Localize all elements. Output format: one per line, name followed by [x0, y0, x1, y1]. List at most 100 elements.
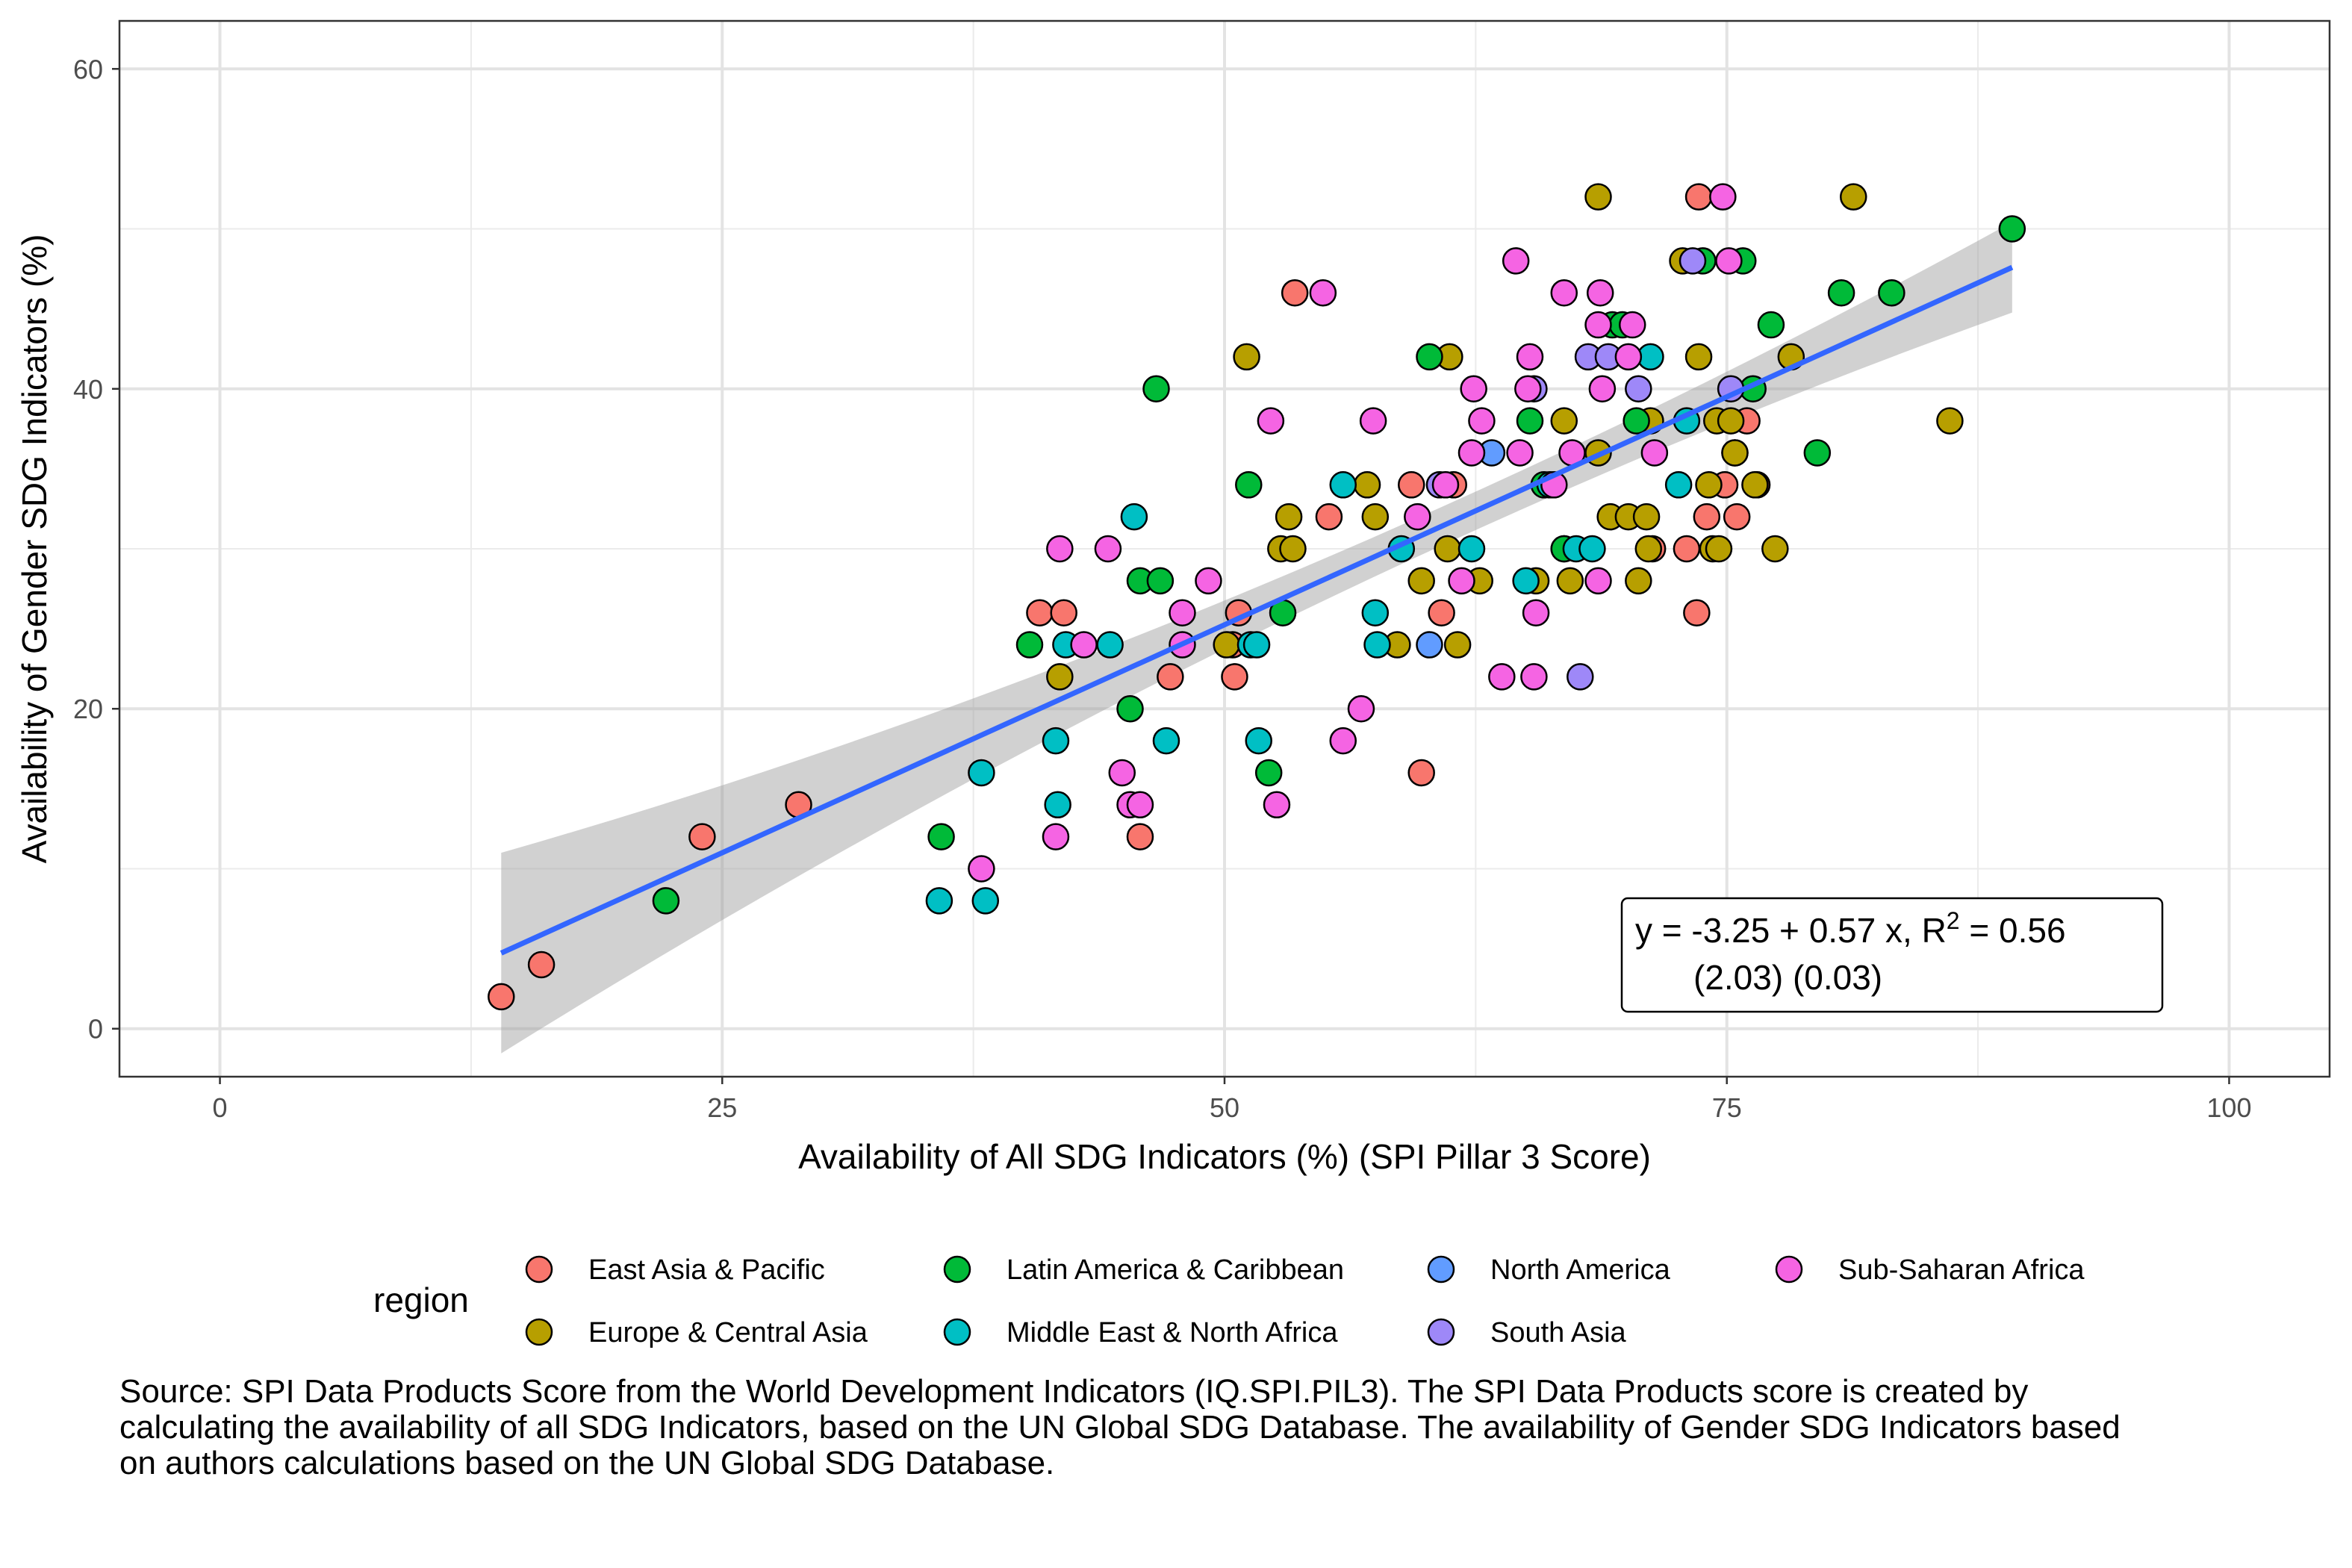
data-point [1120, 503, 1148, 531]
data-point [1315, 503, 1343, 531]
data-point [1520, 663, 1548, 691]
data-point [1567, 663, 1594, 691]
data-point [1329, 727, 1357, 755]
legend-label: Sub-Saharan Africa [1838, 1254, 2085, 1286]
data-point [1584, 567, 1612, 595]
data-point [1254, 759, 1283, 787]
legend-item: Middle East & North Africa [943, 1317, 1338, 1348]
data-point [1235, 471, 1263, 499]
data-point [1245, 727, 1272, 755]
data-point [1096, 631, 1124, 659]
data-point [1142, 375, 1170, 403]
data-point [1457, 439, 1486, 467]
data-point [1279, 535, 1307, 563]
data-point [1584, 183, 1612, 211]
legend-key [943, 1318, 971, 1346]
data-point [1468, 407, 1496, 435]
y-tick-label: 60 [73, 54, 103, 84]
data-point [688, 823, 716, 850]
data-point [1550, 407, 1578, 435]
data-point [1715, 247, 1743, 275]
data-point [971, 887, 1000, 915]
data-point [1042, 823, 1070, 850]
legend-item: Latin America & Caribbean [943, 1254, 1344, 1286]
data-point [1614, 343, 1643, 371]
legend-key [1427, 1318, 1455, 1346]
data-point [1157, 663, 1184, 691]
data-point [1042, 727, 1070, 755]
legend-label: Europe & Central Asia [588, 1317, 868, 1348]
data-point [1050, 599, 1077, 626]
data-point [1741, 471, 1769, 499]
data-point [968, 855, 995, 883]
x-tick-label: 75 [1712, 1092, 1742, 1123]
legend-key [525, 1255, 553, 1284]
data-point [1522, 599, 1550, 626]
data-point [488, 983, 515, 1011]
data-point [1998, 215, 2026, 243]
legend-label: South Asia [1490, 1317, 1627, 1348]
y-tick-label: 20 [73, 694, 103, 724]
data-point [1416, 631, 1443, 659]
legend-items: East Asia & Pacific Europe & Central Asia… [525, 1254, 2085, 1348]
data-point [1046, 663, 1074, 691]
data-point [1684, 343, 1713, 371]
y-tick-label: 0 [88, 1014, 103, 1045]
data-point [1434, 535, 1461, 563]
data-point [1361, 503, 1390, 531]
data-point [1679, 247, 1707, 275]
data-point [1460, 375, 1487, 403]
data-point [1213, 631, 1240, 659]
data-point [1556, 567, 1584, 595]
regression-fit-line [500, 264, 2014, 956]
y-tick-label: 40 [73, 374, 103, 405]
data-point [1693, 503, 1721, 531]
regression-line [500, 264, 2014, 956]
y-axis-ticks: 0 20 40 60 [73, 54, 119, 1045]
data-point [1640, 439, 1669, 467]
data-point [1407, 759, 1435, 787]
data-point [1827, 279, 1855, 307]
data-point [1625, 567, 1652, 595]
data-point [1044, 791, 1071, 819]
data-point [1512, 567, 1540, 595]
legend-item: North America [1427, 1254, 1671, 1286]
data-point [1840, 183, 1867, 211]
data-point [1015, 631, 1044, 659]
legend-key [1775, 1255, 1803, 1284]
data-point [1709, 183, 1737, 211]
data-point [1221, 663, 1248, 691]
data-point [1619, 311, 1646, 339]
annotation-box [1620, 897, 2164, 1013]
data-point [1586, 279, 1614, 307]
legend-key [525, 1318, 553, 1346]
source-caption: Source: SPI Data Products Score from the… [119, 1373, 2121, 1481]
data-point [1263, 791, 1291, 819]
data-point [1169, 599, 1196, 626]
legend-item: Sub-Saharan Africa [1775, 1254, 2085, 1286]
data-point [1683, 599, 1711, 626]
data-point [1673, 535, 1701, 563]
data-point [1416, 343, 1443, 371]
legend-key [943, 1255, 971, 1284]
data-point [1404, 503, 1431, 531]
legend-item: East Asia & Pacific [525, 1254, 825, 1286]
data-point [1695, 471, 1723, 499]
data-point [968, 759, 995, 787]
data-point [1578, 535, 1606, 563]
data-point [1146, 567, 1175, 595]
data-point [1070, 631, 1098, 659]
data-point [1026, 599, 1054, 626]
legend-label: East Asia & Pacific [588, 1254, 825, 1286]
data-point [1516, 343, 1544, 371]
data-point [1488, 663, 1516, 691]
data-point [1448, 567, 1475, 595]
legend-key [1427, 1255, 1455, 1284]
data-point [1717, 407, 1745, 435]
data-point [1347, 694, 1375, 723]
data-points [488, 183, 2026, 1011]
data-point [1398, 471, 1425, 499]
data-point [1353, 471, 1381, 499]
data-point [1625, 375, 1652, 403]
data-point [1457, 535, 1486, 563]
